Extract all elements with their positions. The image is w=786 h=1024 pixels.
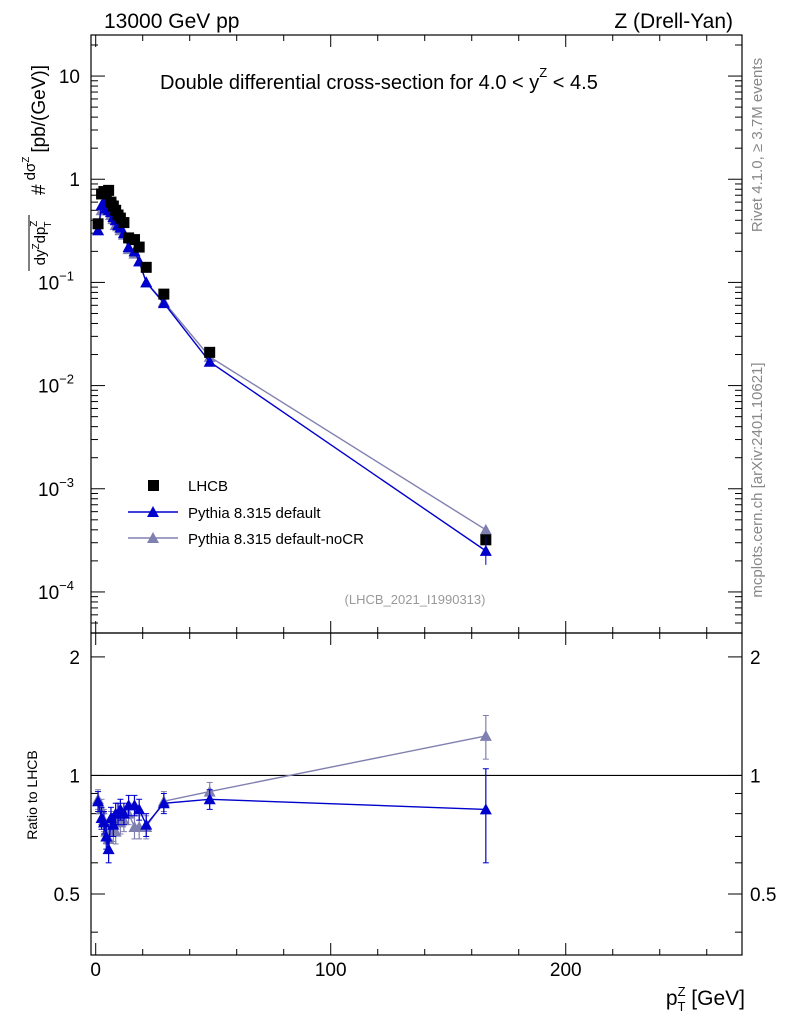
energy-label: 13000 GeV pp [104,10,239,33]
data-point-lhcb [158,288,170,300]
svg-text:#dσZ[pb/(GeV)]: #dσZ[pb/(GeV)] [21,65,50,195]
y-tick-label: 1 [69,170,80,191]
series-point-1 [92,224,105,236]
y-tick-label: 10−3 [38,475,74,501]
legend-marker-lhcb [148,480,159,491]
x-tick-label: 0 [90,960,101,981]
data-point-lhcb [133,241,145,253]
x-tick-label: 200 [550,960,582,981]
data-point-lhcb [118,217,130,229]
ratio-tick-label-right: 0.5 [750,885,776,906]
data-point-lhcb [128,234,140,246]
y-tick-label: 10−2 [38,372,74,398]
mcplots-label: mcplots.cern.ch [arXiv:2401.10621] [749,362,766,597]
ratio-tick-label: 2 [69,648,80,669]
data-point-lhcb [204,346,216,358]
data-point-lhcb [92,218,104,230]
ratio-point-1 [479,803,492,815]
ratio-point-1 [133,803,146,815]
ratio-line-2 [97,735,486,840]
x-axis-label: pZ T [GeV] [666,984,745,1014]
main-y-axis-label: #dσZ[pb/(GeV)] [21,65,50,195]
data-point-lhcb [123,232,135,244]
x-tick-label: 100 [315,960,347,981]
series-point-1 [157,297,170,309]
main-series-layer [92,184,492,565]
ratio-panel-frame [90,632,743,956]
series-point-1 [122,241,135,253]
y-tick-label: 10−1 [38,268,74,294]
ratio-tick-label-right: 2 [750,648,761,669]
ratio-tick-label: 0.5 [54,885,80,906]
legend-label-lhcb: LHCB [188,478,228,495]
ratio-series-layer [92,714,492,864]
ratio-point-1 [157,797,170,809]
y-tick-label: 10−4 [38,578,74,604]
series-line-1 [97,200,487,552]
legend-label-default: Pythia 8.315 default [188,505,321,522]
series-point-2 [479,523,492,535]
rivet-version-label: Rivet 4.1.0, ≥ 3.7M events [749,58,766,232]
analysis-id: (LHCB_2021_I1990313) [345,592,486,607]
plot-title: Double differential cross-section for 4.… [160,65,598,94]
ratio-point-2 [479,729,492,741]
data-point-lhcb [140,261,152,273]
ratio-point-1 [102,843,115,855]
main-y-axis-label-denominator: dyZdpZ T [28,215,54,271]
series-point-1 [203,355,216,367]
legend: LHCB Pythia 8.315 default Pythia 8.315 d… [128,478,364,548]
data-point-lhcb [103,184,115,196]
process-label: Z (Drell-Yan) [614,10,733,33]
ratio-line-1 [97,798,486,850]
legend-marker-nocr [147,532,159,543]
ratio-tick-label-right: 1 [750,766,761,787]
legend-marker-default [147,506,159,517]
ratio-tick-label: 1 [69,766,80,787]
ratio-point-1 [203,793,216,805]
series-point-1 [140,276,153,288]
ratio-point-1 [92,795,105,807]
legend-label-nocr: Pythia 8.315 default-noCR [188,531,364,548]
ratio-y-axis-label: Ratio to LHCB [24,750,40,839]
y-tick-label: 10 [59,67,80,88]
ratio-point-1 [140,818,153,830]
